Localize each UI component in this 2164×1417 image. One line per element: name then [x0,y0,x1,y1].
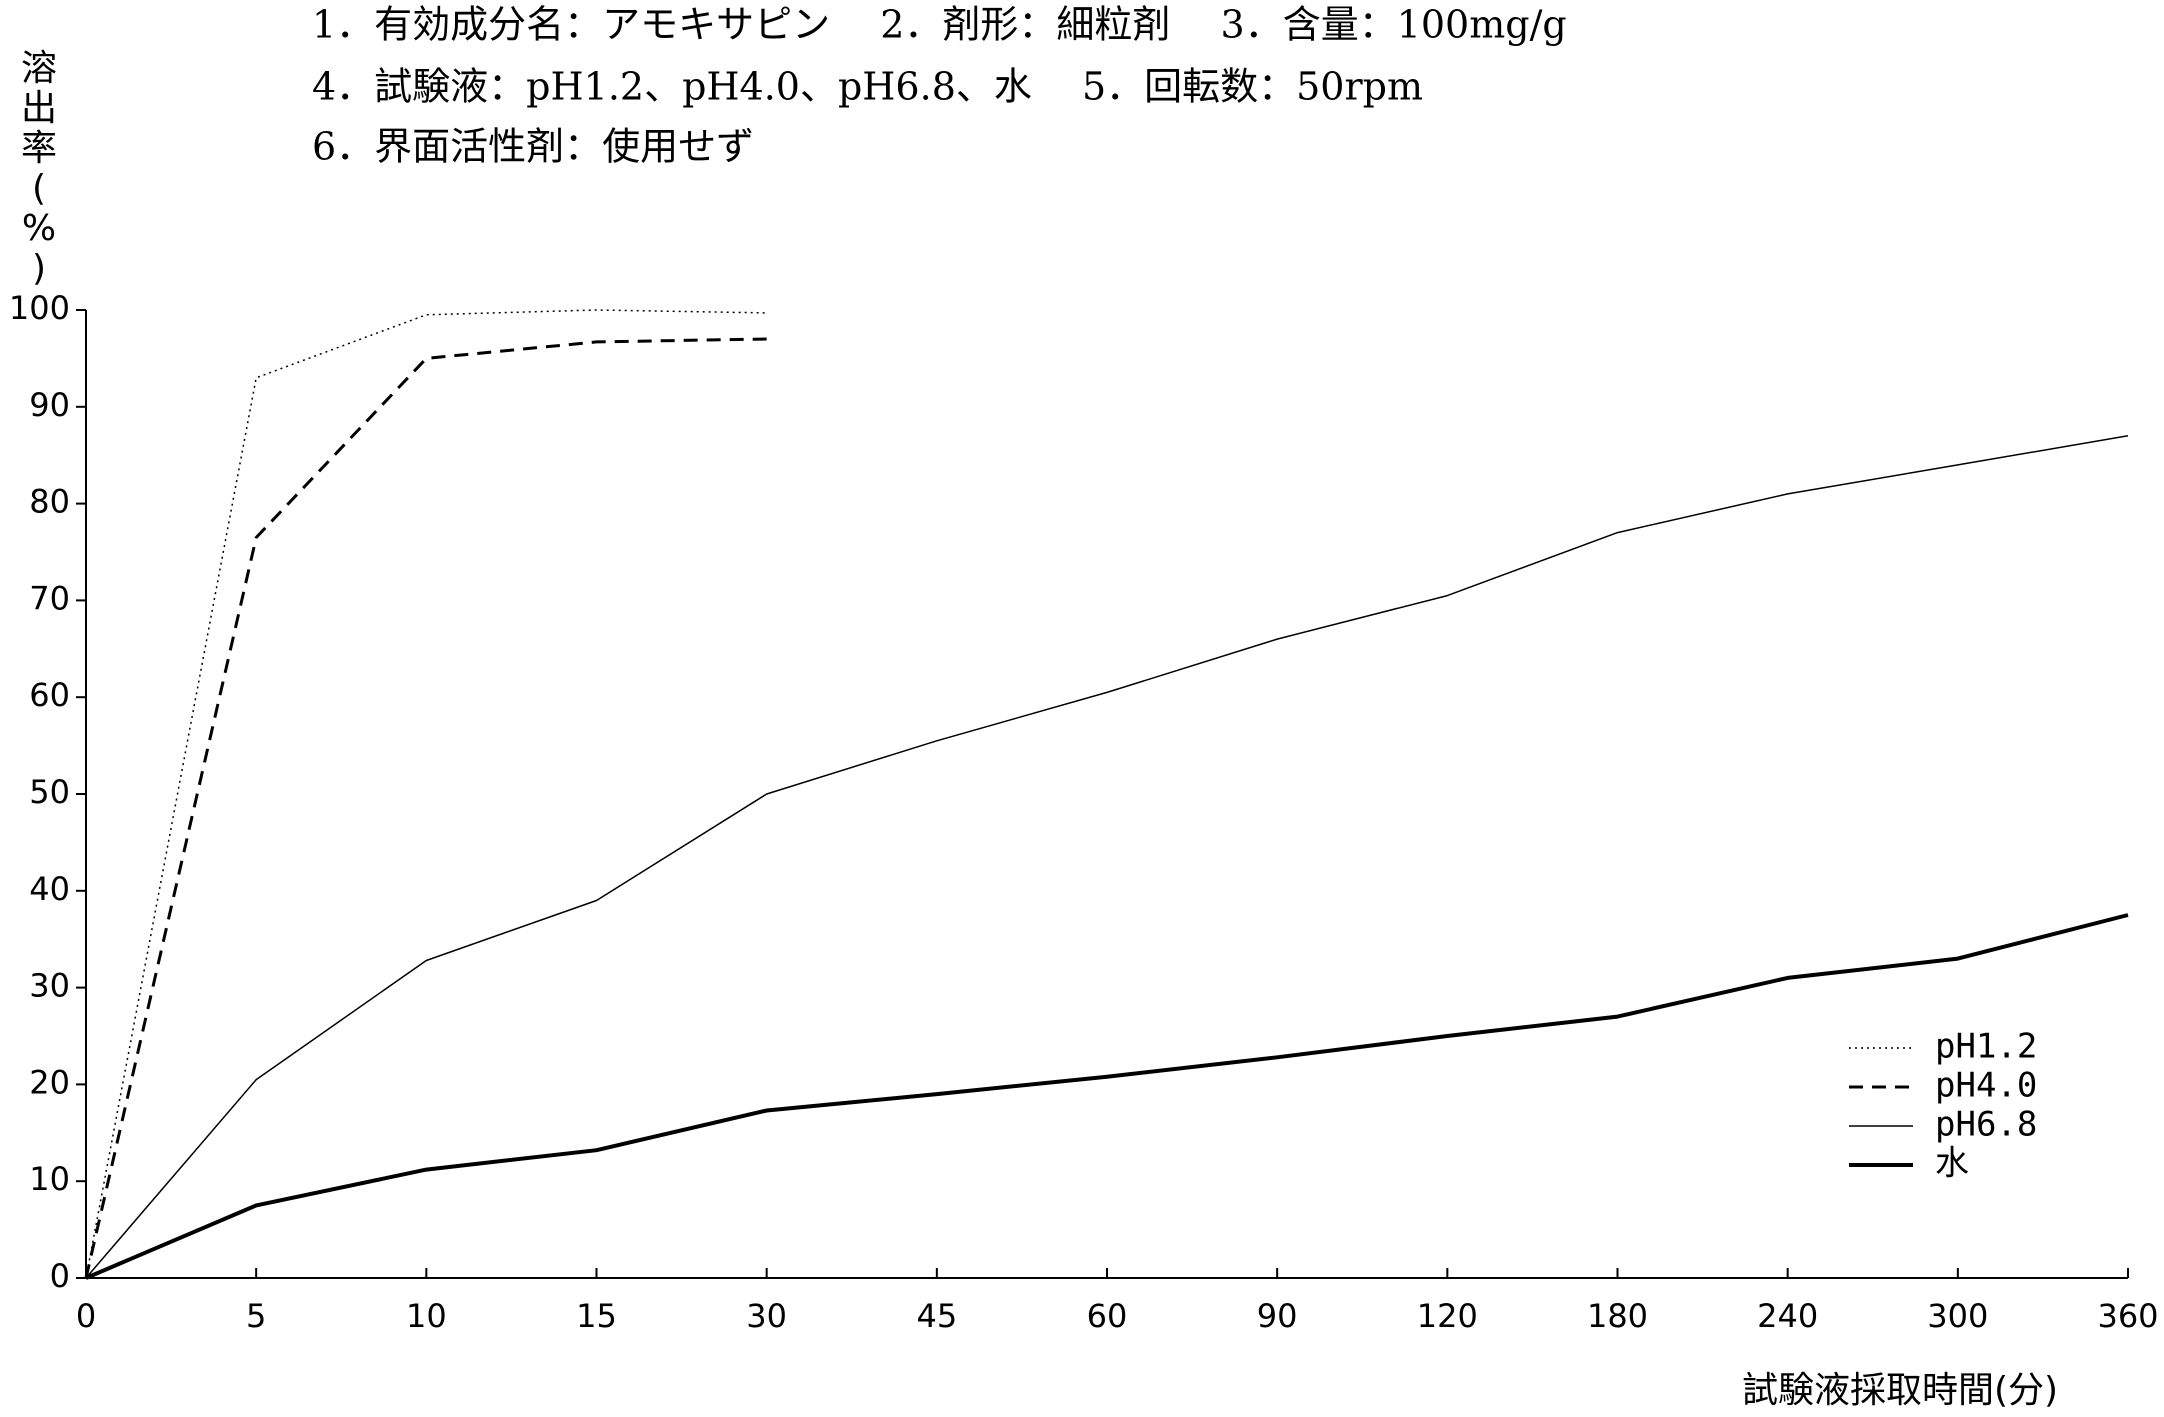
y-axis-label-char: ) [32,248,46,289]
y-axis-label-char: % [22,208,56,249]
x-tick-label: 5 [246,1297,266,1335]
legend-label: pH6.8 [1935,1105,2037,1145]
y-tick-label: 90 [29,386,70,424]
x-tick-label: 45 [916,1297,957,1335]
series-line [85,913,2129,1280]
x-tick-label: 90 [1257,1297,1298,1335]
series-line [85,435,2129,1279]
y-tick-label: 60 [29,676,70,714]
header-line: 1．有効成分名：アモキサピン 2．剤形：細粒剤 3．含量：100mg/g [312,3,1567,47]
x-tick-label: 180 [1587,1297,1648,1335]
y-tick-label: 40 [29,870,70,908]
y-tick-label: 70 [29,579,70,617]
y-tick-label: 30 [29,967,70,1005]
x-tick-label: 60 [1087,1297,1128,1335]
x-tick-label: 15 [576,1297,617,1335]
x-tick-label: 10 [406,1297,447,1335]
legend-label: pH4.0 [1935,1066,2037,1106]
y-axis-label: 溶出率(%) [21,48,57,289]
y-axis-label-char: ( [32,168,46,209]
y-axis-label-char: 溶 [21,48,57,89]
series-line [84,337,767,1279]
legend-label: 水 [1935,1144,1969,1184]
x-tick-label: 120 [1417,1297,1478,1335]
x-tick-label: 300 [1927,1297,1988,1335]
legend-label: pH1.2 [1935,1027,2037,1067]
x-tick-label: 30 [746,1297,787,1335]
header-line: 4．試験液：pH1.2、pH4.0、pH6.8、水 5．回転数：50rpm [312,65,1423,109]
x-tick-label: 360 [2097,1297,2158,1335]
y-tick-label: 20 [29,1063,70,1101]
x-axis-label: 試験液採取時間(分) [1742,1370,2058,1411]
header-line: 6．界面活性剤：使用せず [312,125,754,169]
y-axis-label-char: 出 [21,88,57,129]
x-tick-label: 0 [76,1297,96,1335]
y-tick-label: 100 [9,289,70,327]
y-axis-label-char: 率 [21,128,57,169]
y-tick-label: 80 [29,483,70,521]
y-tick-label: 10 [29,1160,70,1198]
y-tick-label: 0 [50,1257,70,1295]
y-tick-label: 50 [29,773,70,811]
x-tick-label: 240 [1757,1297,1818,1335]
